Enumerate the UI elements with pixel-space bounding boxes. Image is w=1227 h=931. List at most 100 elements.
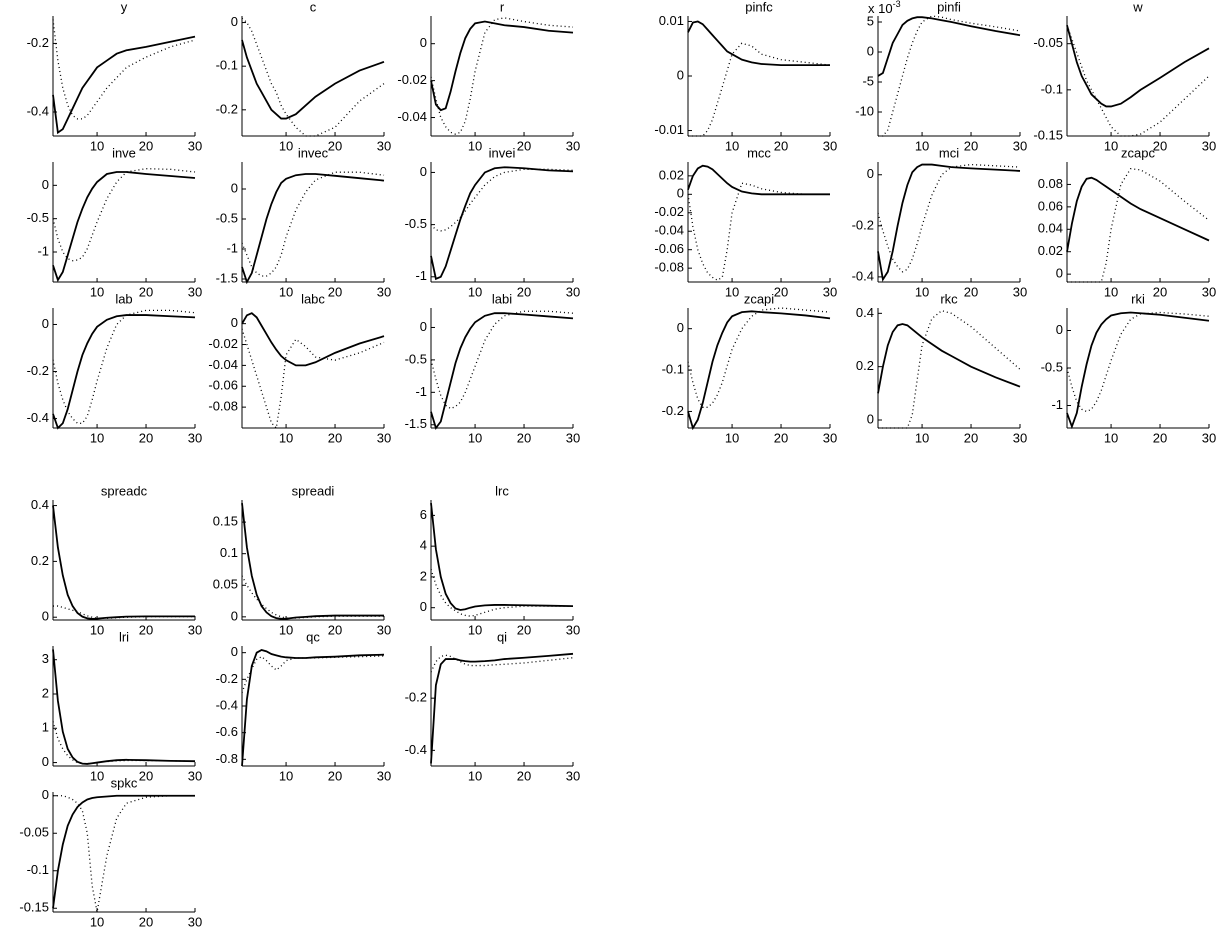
- x-tick-label: 20: [328, 768, 342, 783]
- x-tick-label: 10: [468, 768, 482, 783]
- y-tick-label: 0.05: [213, 577, 238, 592]
- y-tick-label: 0: [231, 644, 238, 659]
- subplot-title: pinfc: [745, 0, 773, 14]
- x-tick-label: 20: [1153, 430, 1167, 445]
- x-tick-label: 10: [279, 284, 293, 299]
- x-tick-label: 10: [90, 284, 104, 299]
- x-tick-label: 10: [725, 284, 739, 299]
- x-tick-label: 30: [1202, 138, 1216, 153]
- y-tick-label: 1: [42, 720, 49, 735]
- x-tick-label: 30: [188, 138, 202, 153]
- dotted-line: [53, 605, 195, 619]
- y-tick-label: 0.2: [31, 553, 49, 568]
- x-tick-label: 30: [566, 284, 580, 299]
- x-tick-label: 30: [188, 284, 202, 299]
- y-tick-label: 0: [677, 320, 684, 335]
- y-tick-label: 0: [42, 787, 49, 802]
- subplot-title: spkc: [111, 775, 138, 790]
- y-tick-label: 0: [231, 608, 238, 623]
- y-tick-label: -0.01: [654, 122, 684, 137]
- axis-multiplier: x 10-3: [868, 0, 901, 16]
- y-tick-label: -0.5: [1041, 359, 1063, 374]
- solid-line: [430, 20, 574, 112]
- dotted-line: [52, 19, 196, 120]
- y-tick-label: 0: [420, 35, 427, 50]
- y-tick-label: -0.8: [216, 751, 238, 766]
- y-tick-label: -0.5: [27, 210, 49, 225]
- y-tick-label: 2: [42, 685, 49, 700]
- x-tick-label: 20: [328, 284, 342, 299]
- y-tick-label: -0.4: [216, 697, 238, 712]
- x-tick-label: 10: [915, 430, 929, 445]
- subplot-title: invec: [298, 145, 329, 160]
- x-tick-label: 10: [1104, 284, 1118, 299]
- subplot-title: zcapi: [744, 291, 774, 306]
- subplot-title: invei: [489, 145, 516, 160]
- y-tick-label: -5: [862, 73, 874, 88]
- subplot-title: inve: [112, 145, 136, 160]
- subplot-title: labi: [492, 291, 512, 306]
- subplot: pinfc -0.01 0 0.01 10 20 30: [654, 0, 837, 153]
- dotted-line: [430, 168, 574, 232]
- y-tick-label: -0.2: [405, 690, 427, 705]
- x-tick-label: 20: [139, 914, 153, 929]
- x-tick-label: 30: [1202, 430, 1216, 445]
- y-tick-label: -1: [37, 243, 49, 258]
- x-tick-label: 20: [139, 430, 153, 445]
- x-tick-label: 10: [279, 768, 293, 783]
- y-tick-label: 6: [420, 507, 427, 522]
- subplot-title: mcc: [747, 145, 771, 160]
- dotted-line: [241, 655, 385, 693]
- y-tick-label: 0.2: [856, 358, 874, 373]
- y-tick-label: -0.06: [208, 378, 238, 393]
- y-tick-label: -0.04: [208, 357, 238, 372]
- subplot: w -0.15 -0.1 -0.05 10 20 30: [1033, 0, 1216, 153]
- dotted-line: [52, 168, 196, 262]
- subplot-title: rki: [1131, 291, 1145, 306]
- x-tick-label: 10: [90, 430, 104, 445]
- subplot-title: spreadc: [101, 483, 148, 498]
- dotted-line: [430, 654, 574, 673]
- subplot-title: lab: [115, 291, 132, 306]
- x-tick-label: 10: [1104, 430, 1118, 445]
- dotted-line: [878, 15, 1021, 137]
- x-tick-label: 30: [823, 284, 837, 299]
- subplot: labi -1.5 -1 -0.5 0 10 20 30: [405, 291, 581, 445]
- x-tick-label: 30: [188, 622, 202, 637]
- solid-line: [687, 310, 831, 430]
- x-tick-label: 10: [915, 138, 929, 153]
- x-tick-label: 30: [377, 430, 391, 445]
- x-tick-label: 10: [90, 768, 104, 783]
- y-tick-label: -0.04: [397, 109, 427, 124]
- x-tick-label: 30: [188, 430, 202, 445]
- dotted-line: [241, 328, 385, 430]
- x-tick-label: 10: [90, 138, 104, 153]
- solid-line: [241, 312, 385, 367]
- y-tick-label: 4: [420, 538, 427, 553]
- x-tick-label: 30: [823, 430, 837, 445]
- subplot: zcapc 0 0.02 0.04 0.06 0.08 10 20 30: [1038, 145, 1217, 299]
- x-tick-label: 20: [517, 768, 531, 783]
- y-tick-label: -0.5: [216, 210, 238, 225]
- subplot: c -0.2 -0.1 0 10 20 30: [216, 0, 392, 153]
- x-tick-label: 30: [566, 622, 580, 637]
- solid-line: [1066, 24, 1210, 108]
- y-tick-label: -0.2: [27, 35, 49, 50]
- solid-line: [687, 20, 830, 66]
- solid-line: [877, 163, 1021, 282]
- y-tick-label: 0: [420, 599, 427, 614]
- x-tick-label: 20: [139, 284, 153, 299]
- solid-line: [52, 794, 195, 909]
- y-tick-label: 0.02: [659, 167, 684, 182]
- subplot: inve -1 -0.5 0 10 20 30: [27, 145, 203, 299]
- y-tick-label: 0.01: [659, 13, 684, 28]
- y-tick-label: 0: [677, 67, 684, 82]
- subplot: spkc -0.15 -0.1 -0.05 0 10 20 30: [19, 775, 202, 929]
- dotted-line: [241, 575, 384, 619]
- x-tick-label: 30: [1202, 284, 1216, 299]
- subplot: qi -0.4 -0.2 10 20 30: [405, 629, 581, 783]
- x-tick-label: 20: [774, 138, 788, 153]
- x-tick-label: 20: [517, 430, 531, 445]
- y-tick-label: -0.4: [852, 268, 874, 283]
- x-tick-label: 10: [90, 914, 104, 929]
